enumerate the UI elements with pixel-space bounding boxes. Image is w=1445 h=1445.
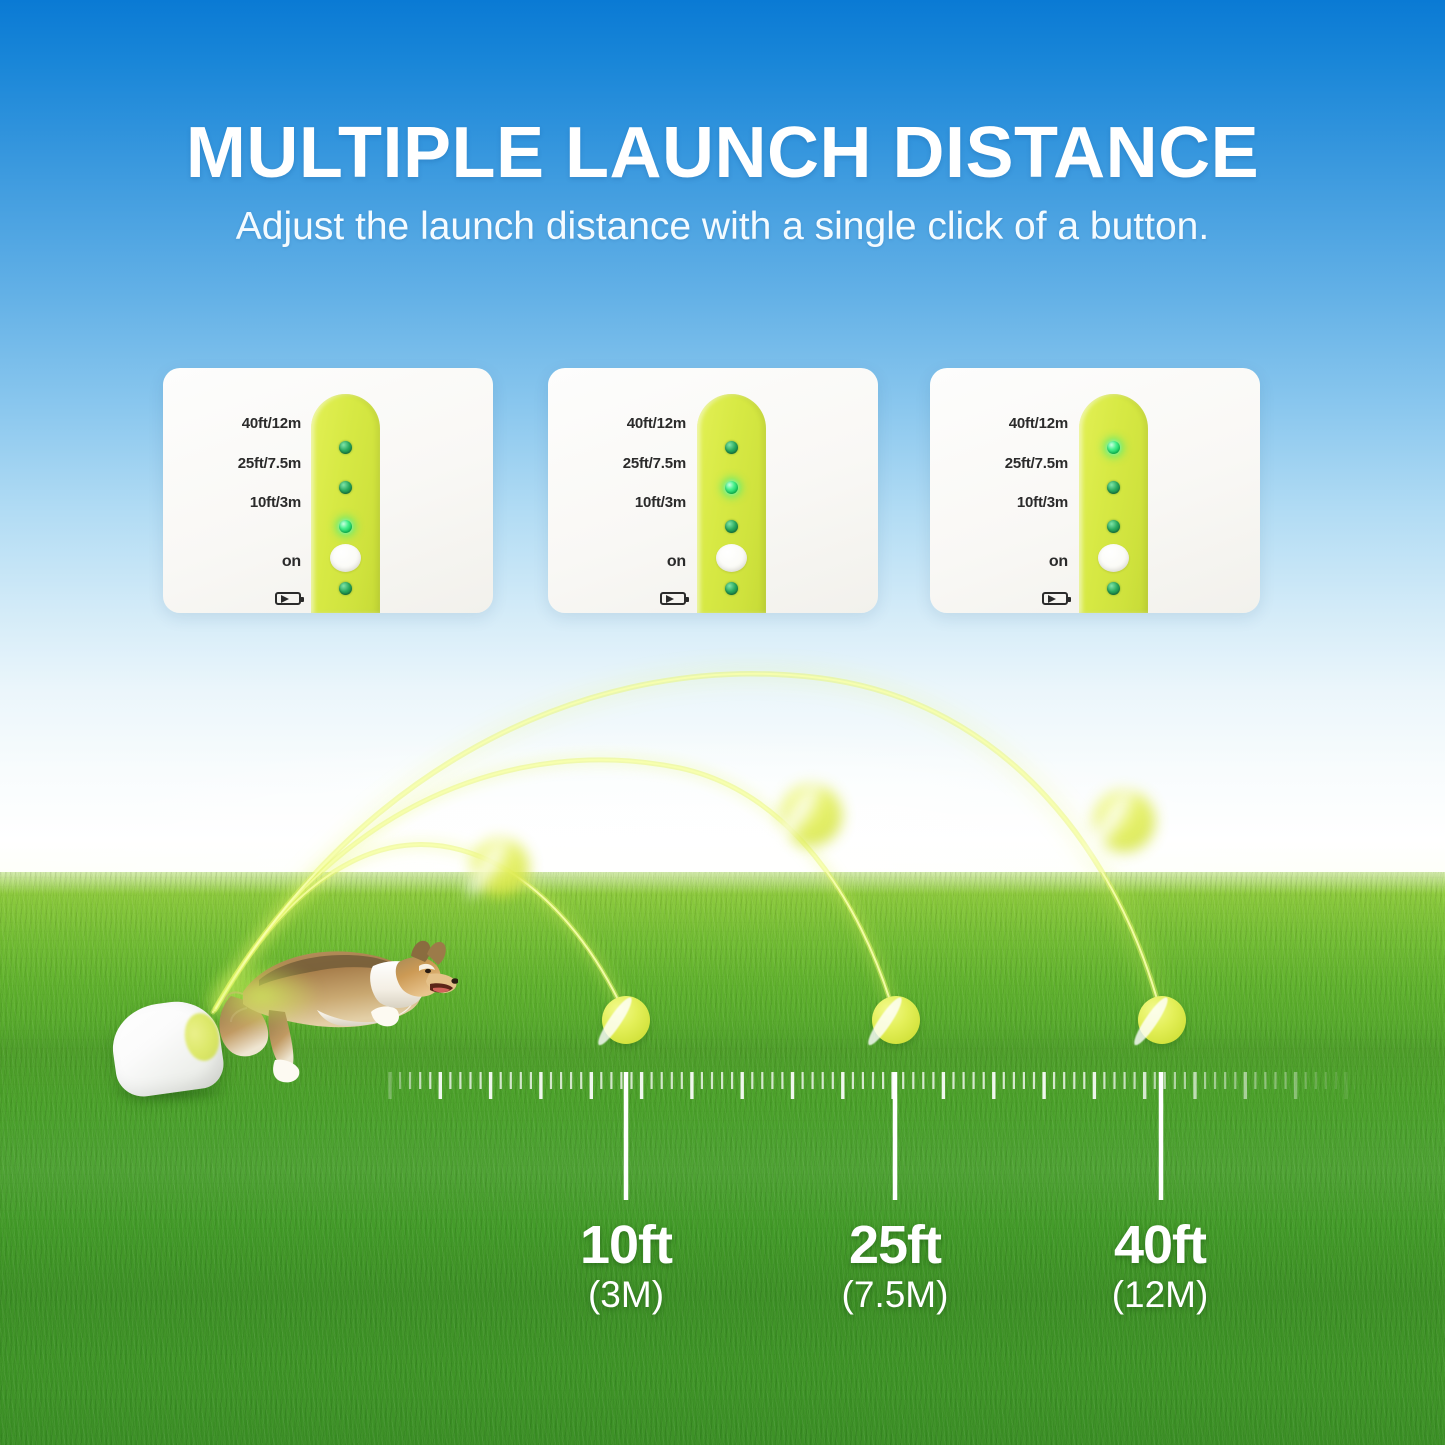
page-subtitle: Adjust the launch distance with a single… [235,205,1210,248]
leaping-dog [201,918,459,1093]
horizon-haze [0,560,1445,890]
launch-glow [201,960,321,1030]
led-25ft [1107,481,1120,494]
panel-card-25ft[interactable]: 40ft/12m 25ft/7.5m 10ft/3m on [548,368,878,613]
marker-25ft-feet: 25ft [848,1215,942,1275]
mode-button[interactable] [1098,544,1129,572]
marker-10ft-feet: 10ft [579,1215,673,1275]
panel-label-25ft: 25ft/7.5m [622,455,686,472]
ball-landed-10ft [593,994,650,1049]
control-strip [697,394,766,613]
ball-landed-25ft [863,994,920,1049]
led-10ft [339,520,352,533]
panel-card-40ft[interactable]: 40ft/12m 25ft/7.5m 10ft/3m on [930,368,1260,613]
led-10ft [1107,520,1120,533]
panel-label-power: on [1048,553,1068,570]
dog-front-paw [371,1006,399,1027]
marker-10ft-meters: (3M) [587,1274,665,1315]
marker-25ft-meters: (7.5M) [841,1274,949,1315]
panel-label-power: on [666,553,686,570]
marker-40ft: 40ft (12M) [1040,1218,1280,1318]
led-25ft [339,481,352,494]
ball-landed-40ft [1129,994,1186,1049]
page-title: MULTIPLE LAUNCH DISTANCE [185,113,1260,193]
panel-label-power: on [281,553,301,570]
marker-40ft-meters: (12M) [1111,1274,1209,1315]
battery-charging-icon [275,592,304,605]
panel-label-40ft: 40ft/12m [626,415,686,432]
marker-25ft: 25ft (7.5M) [775,1218,1015,1318]
dog-eye [425,968,431,974]
panel-label-10ft: 10ft/3m [1016,494,1068,511]
marker-10ft: 10ft (3M) [506,1218,746,1318]
panel-card-10ft[interactable]: 40ft/12m 25ft/7.5m 10ft/3m on [163,368,493,613]
panel-label-10ft: 10ft/3m [634,494,686,511]
led-power [1107,582,1120,595]
battery-charging-icon [1042,592,1071,605]
control-strip [311,394,380,613]
ball-in-flight-40ft [1082,788,1155,858]
ball-in-flight-25ft [769,782,842,852]
panel-label-40ft: 40ft/12m [1008,415,1068,432]
control-strip [1079,394,1148,613]
dog-blaze [419,963,435,971]
dog-ear-right [427,941,446,965]
dog-hind-paw [273,1059,300,1083]
led-40ft [339,441,352,454]
led-10ft [725,520,738,533]
panel-label-25ft: 25ft/7.5m [1004,455,1068,472]
led-40ft [1107,441,1120,454]
ruler-ticks [388,1072,1358,1099]
dog-ear-left [411,940,431,962]
mode-button[interactable] [330,544,361,572]
dog-tongue [433,987,450,993]
led-40ft [725,441,738,454]
arc-25ft [212,757,896,1013]
marker-40ft-feet: 40ft [1113,1215,1207,1275]
panel-label-10ft: 10ft/3m [249,494,301,511]
ball-in-flight-10ft [461,836,529,902]
led-power [725,582,738,595]
led-25ft [725,481,738,494]
battery-charging-icon [660,592,689,605]
ball-launcher-device [107,995,233,1103]
panel-label-25ft: 25ft/7.5m [237,455,301,472]
led-power [339,582,352,595]
mode-button[interactable] [716,544,747,572]
panel-label-40ft: 40ft/12m [241,415,301,432]
arc-40ft [213,671,1163,1013]
dog-nose [451,978,459,984]
